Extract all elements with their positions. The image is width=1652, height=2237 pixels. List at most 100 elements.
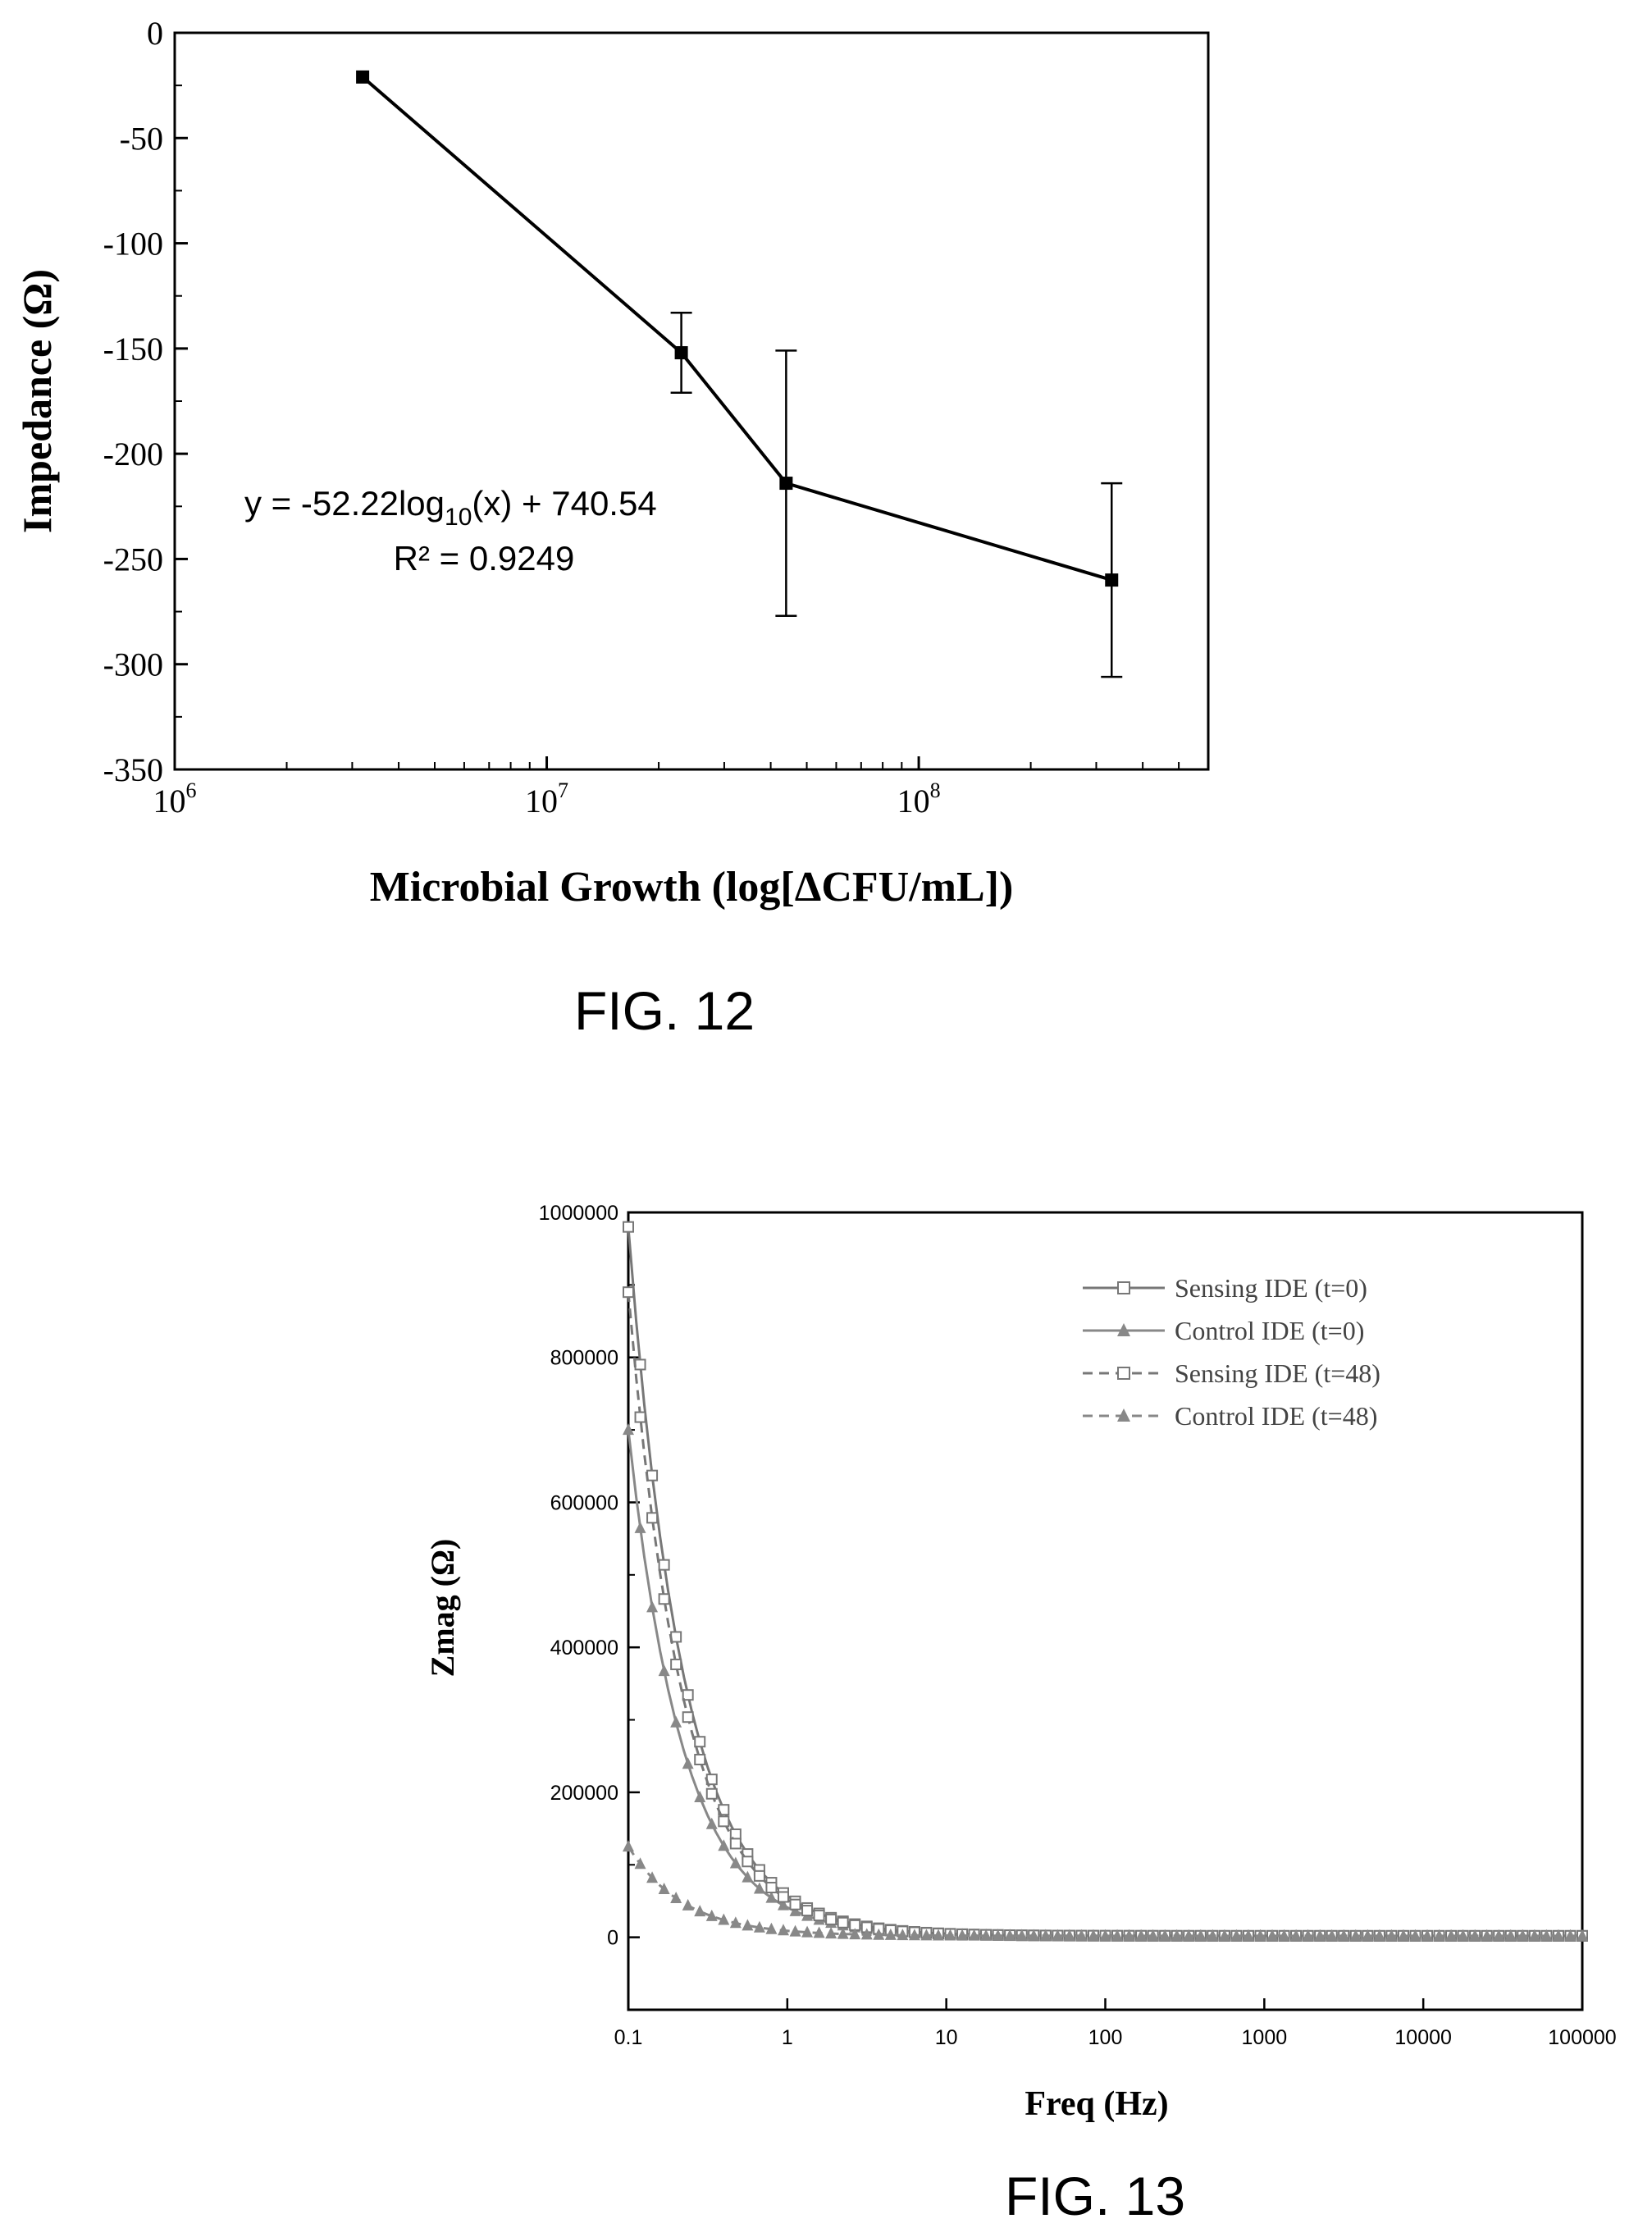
fig13-data-marker	[705, 1817, 718, 1829]
fig13-data-marker	[1445, 1929, 1458, 1941]
fig13-data-marker	[623, 1423, 634, 1436]
fig13-data-marker	[1552, 1929, 1564, 1941]
fig13-data-marker	[1123, 1929, 1135, 1941]
fig12-x-axis-label: Microbial Growth (log[ΔCFU/mL])	[370, 864, 1014, 911]
fig13-data-marker	[1135, 1929, 1148, 1941]
fig13-x-tick-label: 100	[1088, 2026, 1123, 2049]
fig13-data-marker	[1254, 1929, 1266, 1941]
fig13-series	[623, 1221, 1588, 1942]
fig13-data-marker	[1111, 1929, 1124, 1941]
fig13-data-marker	[1504, 1929, 1517, 1941]
fig13-data-marker	[1493, 1929, 1505, 1941]
fig13-data-marker	[742, 1856, 754, 1868]
fig13-data-marker	[884, 1928, 897, 1940]
fig13-x-tick-label: 1	[782, 2026, 793, 2049]
fig13-data-marker	[1362, 1929, 1374, 1941]
fig13-data-marker	[694, 1736, 706, 1748]
fig13-data-marker	[944, 1929, 956, 1941]
fig13-data-marker	[801, 1925, 814, 1938]
fig13-data-marker	[1397, 1929, 1409, 1941]
fig13-data-marker	[1266, 1929, 1279, 1941]
fig13-data-marker	[908, 1929, 920, 1941]
fig13-data-marker	[634, 1521, 646, 1533]
fig13-data-marker	[694, 1905, 706, 1917]
fig13-data-marker	[1147, 1929, 1159, 1941]
fig13-data-marker	[1004, 1929, 1016, 1941]
fig13-legend-marker	[1117, 1323, 1130, 1336]
fig13-chart: 1000000 800000 600000 400000 200000 0 0.1 1 10 1…	[424, 1202, 1617, 2226]
fig13-data-marker	[682, 1711, 694, 1723]
fig13-data-marker	[1052, 1929, 1064, 1941]
fig13-data-marker	[956, 1929, 969, 1941]
fig13-data-marker	[813, 1910, 825, 1922]
fig13-data-marker	[932, 1929, 944, 1941]
fig13-data-marker	[694, 1753, 706, 1765]
fig13-data-marker	[646, 1600, 659, 1613]
fig13-y-axis-label: Zmag (Ω)	[424, 1539, 461, 1678]
fig13-data-marker	[1015, 1929, 1028, 1941]
fig13-data-marker	[742, 1870, 754, 1883]
fig13-data-marker	[1242, 1929, 1254, 1941]
fig13-data-marker	[1171, 1929, 1183, 1941]
fig13-data-marker	[968, 1929, 980, 1941]
fig13-x-tick-label: 10	[935, 2026, 958, 2049]
fig13-data-marker	[873, 1928, 885, 1940]
fig13-data-marker	[1385, 1929, 1398, 1941]
fig13-data-marker	[682, 1757, 694, 1769]
fig13-data-marker	[646, 1871, 659, 1883]
fig13-data-marker	[1528, 1929, 1540, 1941]
fig13-data-marker	[777, 1898, 789, 1911]
fig12-y-tick-label: -200	[103, 436, 163, 473]
fig13-data-marker	[718, 1913, 730, 1925]
fig13-data-marker	[1159, 1929, 1171, 1941]
fig13-data-marker	[1183, 1929, 1195, 1941]
fig13-legend-marker	[1117, 1281, 1130, 1294]
fig13-caption: FIG. 13	[1005, 2166, 1185, 2226]
fig13-data-marker	[765, 1882, 778, 1894]
fig13-data-marker	[837, 1916, 849, 1929]
fig12-y-tick-label: -100	[103, 226, 163, 263]
fig12-r-squared-annotation: R² = 0.9249	[394, 539, 575, 578]
fig13-data-marker	[789, 1924, 801, 1937]
fig13-data-marker	[705, 1787, 718, 1800]
fig13-series-line	[627, 1846, 1582, 1938]
fig12-caption: FIG. 12	[574, 980, 755, 1041]
fig13-data-marker	[658, 1664, 670, 1677]
fig13-data-marker	[777, 1924, 789, 1936]
fig13-data-marker	[897, 1929, 909, 1941]
fig13-data-marker	[920, 1929, 933, 1941]
fig13-data-marker	[1349, 1929, 1362, 1941]
fig13-data-marker	[634, 1411, 646, 1423]
fig13-data-marker	[646, 1512, 659, 1524]
fig12-chart: 0 -50 -100 -150 -200 -250 -300 -350 106 107 108 I…	[14, 15, 1210, 1041]
fig13-data-marker	[980, 1929, 993, 1941]
fig13-legend-label: Sensing IDE (t=0)	[1175, 1273, 1367, 1303]
fig13-data-marker	[1075, 1929, 1088, 1941]
fig12-y-tick-label: 0	[147, 15, 163, 52]
fig12-x-tick-label: 108	[897, 778, 941, 819]
fig12-series	[356, 70, 1123, 678]
fig13-data-marker	[1314, 1929, 1326, 1941]
fig13-data-marker	[1099, 1929, 1111, 1941]
fig13-legend: Sensing IDE (t=0) Control IDE (t=0) Sensin…	[1083, 1273, 1380, 1431]
fig13-data-marker	[1517, 1929, 1529, 1941]
fig12-y-tick-label: -50	[120, 120, 163, 157]
fig12-data-point	[674, 345, 688, 359]
fig13-data-marker	[694, 1790, 706, 1802]
fig13-data-marker	[1326, 1929, 1338, 1941]
fig13-data-marker	[1290, 1929, 1303, 1941]
fig13-data-marker	[1230, 1929, 1243, 1941]
fig12-data-point	[356, 70, 370, 84]
fig12-y-tick-label: -350	[103, 751, 163, 788]
fig13-data-marker	[825, 1913, 837, 1925]
fig13-data-marker	[729, 1856, 742, 1869]
fig13-x-tick-label: 100000	[1548, 2026, 1616, 2049]
fig13-data-marker	[753, 1882, 765, 1894]
fig13-x-tick-label: 0.1	[614, 2026, 643, 2049]
fig13-y-axis: 1000000 800000 600000 400000 200000 0	[539, 1202, 640, 2011]
fig13-x-tick-label: 1000	[1242, 2026, 1288, 2049]
fig13-data-marker	[1373, 1929, 1385, 1941]
fig13-data-marker	[765, 1922, 778, 1934]
fig12-data-point	[1105, 573, 1119, 587]
